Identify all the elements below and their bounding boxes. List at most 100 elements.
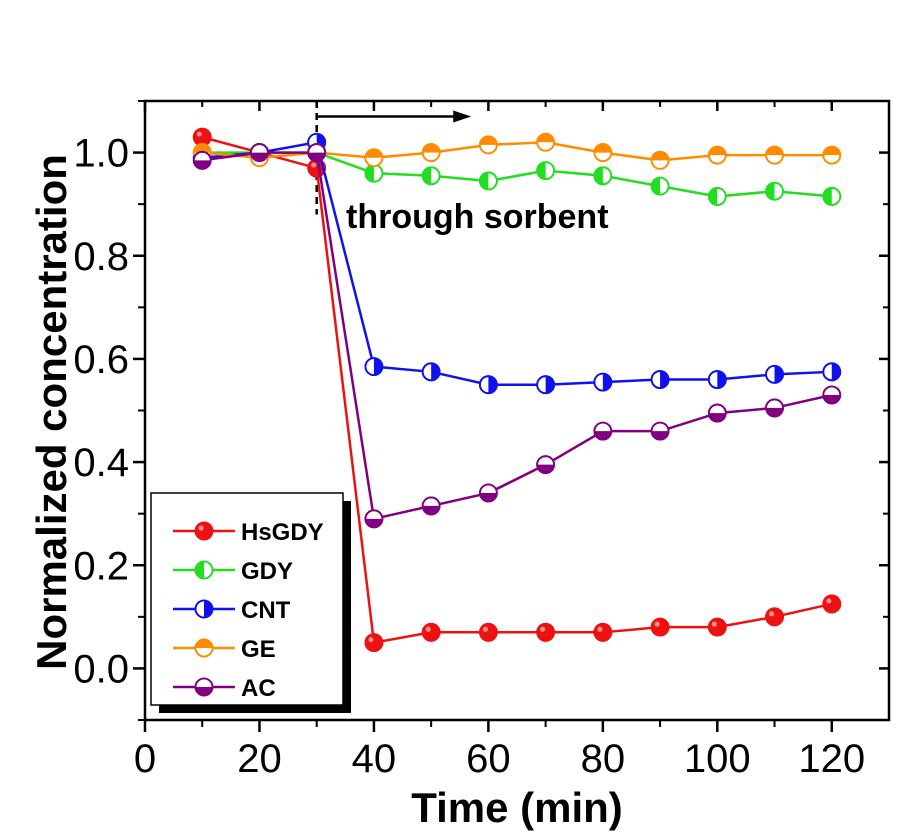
legend-label: GDY: [241, 558, 293, 585]
y-tick-label: 0.8: [73, 235, 129, 279]
data-point-ring: [822, 385, 842, 405]
data-point-highlight: [425, 626, 431, 632]
data-point-fill: [536, 622, 556, 642]
data-point-ring: [650, 370, 670, 389]
legend-label: AC: [241, 675, 276, 702]
data-point-ring: [478, 135, 498, 155]
data-point-ring: [593, 166, 613, 186]
legend-box: [150, 492, 344, 706]
series-line: [202, 151, 832, 198]
legend-item-cnt: CNT: [173, 597, 291, 624]
data-point-ring: [364, 357, 384, 377]
y-tick-label: 0.6: [73, 338, 129, 382]
data-point-ring: [707, 403, 727, 423]
data-point-ring: [307, 143, 327, 162]
series-ge: [192, 132, 842, 170]
data-point-ring: [822, 362, 842, 382]
data-point-ring: [650, 176, 670, 196]
legend: HsGDY GDY CNT GE AC: [150, 492, 351, 713]
data-point-ring: [421, 496, 441, 516]
legend-item-gdy: GDY: [173, 558, 293, 585]
data-point-ring: [194, 560, 214, 580]
data-point-ring: [421, 166, 441, 186]
data-point-ring: [536, 455, 556, 475]
legend-label: CNT: [241, 597, 291, 624]
legend-item-ge: GE: [173, 636, 276, 663]
x-tick-label: 20: [237, 737, 282, 781]
x-tick-label: 0: [134, 737, 156, 781]
data-point-ring: [421, 143, 441, 162]
data-point-ring: [822, 145, 842, 165]
data-point-ring: [765, 398, 784, 418]
data-point-ring: [536, 132, 556, 152]
series-line: [202, 151, 833, 521]
data-point-highlight: [597, 626, 603, 632]
axes: 0 20 40 60 80 100 120 0.0 0.2 0.4 0.6 0.8 1.0: [73, 99, 891, 781]
x-tick-label: 60: [466, 737, 511, 781]
x-axis-title: Time (min): [411, 784, 623, 831]
data-point-fill: [421, 622, 441, 642]
data-point-ring: [421, 362, 441, 382]
data-point-fill: [478, 622, 498, 642]
x-tick-label: 40: [352, 737, 397, 781]
data-point-ring: [593, 421, 613, 441]
y-axis-title: Normalized concentration: [28, 154, 75, 670]
data-point-ring: [478, 483, 498, 503]
data-point-ring: [707, 370, 727, 389]
data-point-ring: [194, 599, 214, 619]
data-point-highlight: [711, 621, 717, 627]
data-point-fill: [192, 127, 212, 147]
annotation-label: through sorbent: [346, 198, 609, 236]
data-point-ring: [707, 145, 727, 165]
legend-label: HsGDY: [241, 519, 324, 546]
y-tick-label: 1.0: [73, 132, 129, 176]
data-point-ring: [536, 161, 556, 181]
data-point-fill: [822, 594, 842, 614]
series-line: [201, 135, 833, 645]
data-point-highlight: [196, 131, 202, 137]
x-tick-label: 100: [684, 737, 751, 781]
series-line: [202, 140, 832, 386]
data-point-ring: [364, 509, 384, 529]
data-point-fill: [194, 521, 214, 541]
data-point-ring: [250, 143, 269, 162]
data-point-highlight: [198, 525, 204, 531]
data-point-highlight: [540, 626, 546, 632]
data-point-ring: [593, 372, 613, 392]
data-point-fill: [593, 622, 613, 642]
data-point-ring: [707, 187, 727, 206]
data-point-ring: [593, 143, 613, 162]
annotation-arrow-head: [453, 110, 472, 123]
data-point-ring: [765, 181, 784, 201]
data-point-highlight: [368, 637, 374, 643]
data-point-fill: [765, 607, 784, 627]
data-point-ring: [650, 421, 670, 441]
data-point-ring: [364, 148, 384, 168]
data-point-ring: [194, 638, 214, 658]
data-point-highlight: [826, 598, 832, 604]
data-point-fill: [364, 633, 384, 653]
x-tick-label: 80: [581, 737, 626, 781]
annotation: [315, 101, 472, 215]
data-point-highlight: [654, 621, 660, 627]
data-point-ring: [650, 150, 670, 170]
legend-item-hsgdy: HsGDY: [173, 519, 324, 546]
x-tick-label: 120: [798, 737, 865, 781]
data-point-fill: [650, 617, 670, 637]
series-group: [192, 127, 842, 653]
data-point-highlight: [482, 626, 488, 632]
data-point-ring: [822, 187, 842, 206]
y-tick-label: 0.0: [73, 647, 129, 691]
series-cnt: [192, 132, 842, 395]
data-point-ring: [194, 677, 214, 697]
data-point-ring: [765, 364, 784, 384]
legend-item-ac: AC: [173, 675, 276, 702]
series-ac: [192, 143, 842, 529]
data-point-ring: [478, 375, 498, 395]
data-point-highlight: [311, 162, 317, 168]
data-point-fill: [707, 617, 727, 637]
legend-label: GE: [241, 636, 276, 663]
data-point-ring: [765, 145, 784, 165]
data-point-ring: [192, 150, 212, 170]
